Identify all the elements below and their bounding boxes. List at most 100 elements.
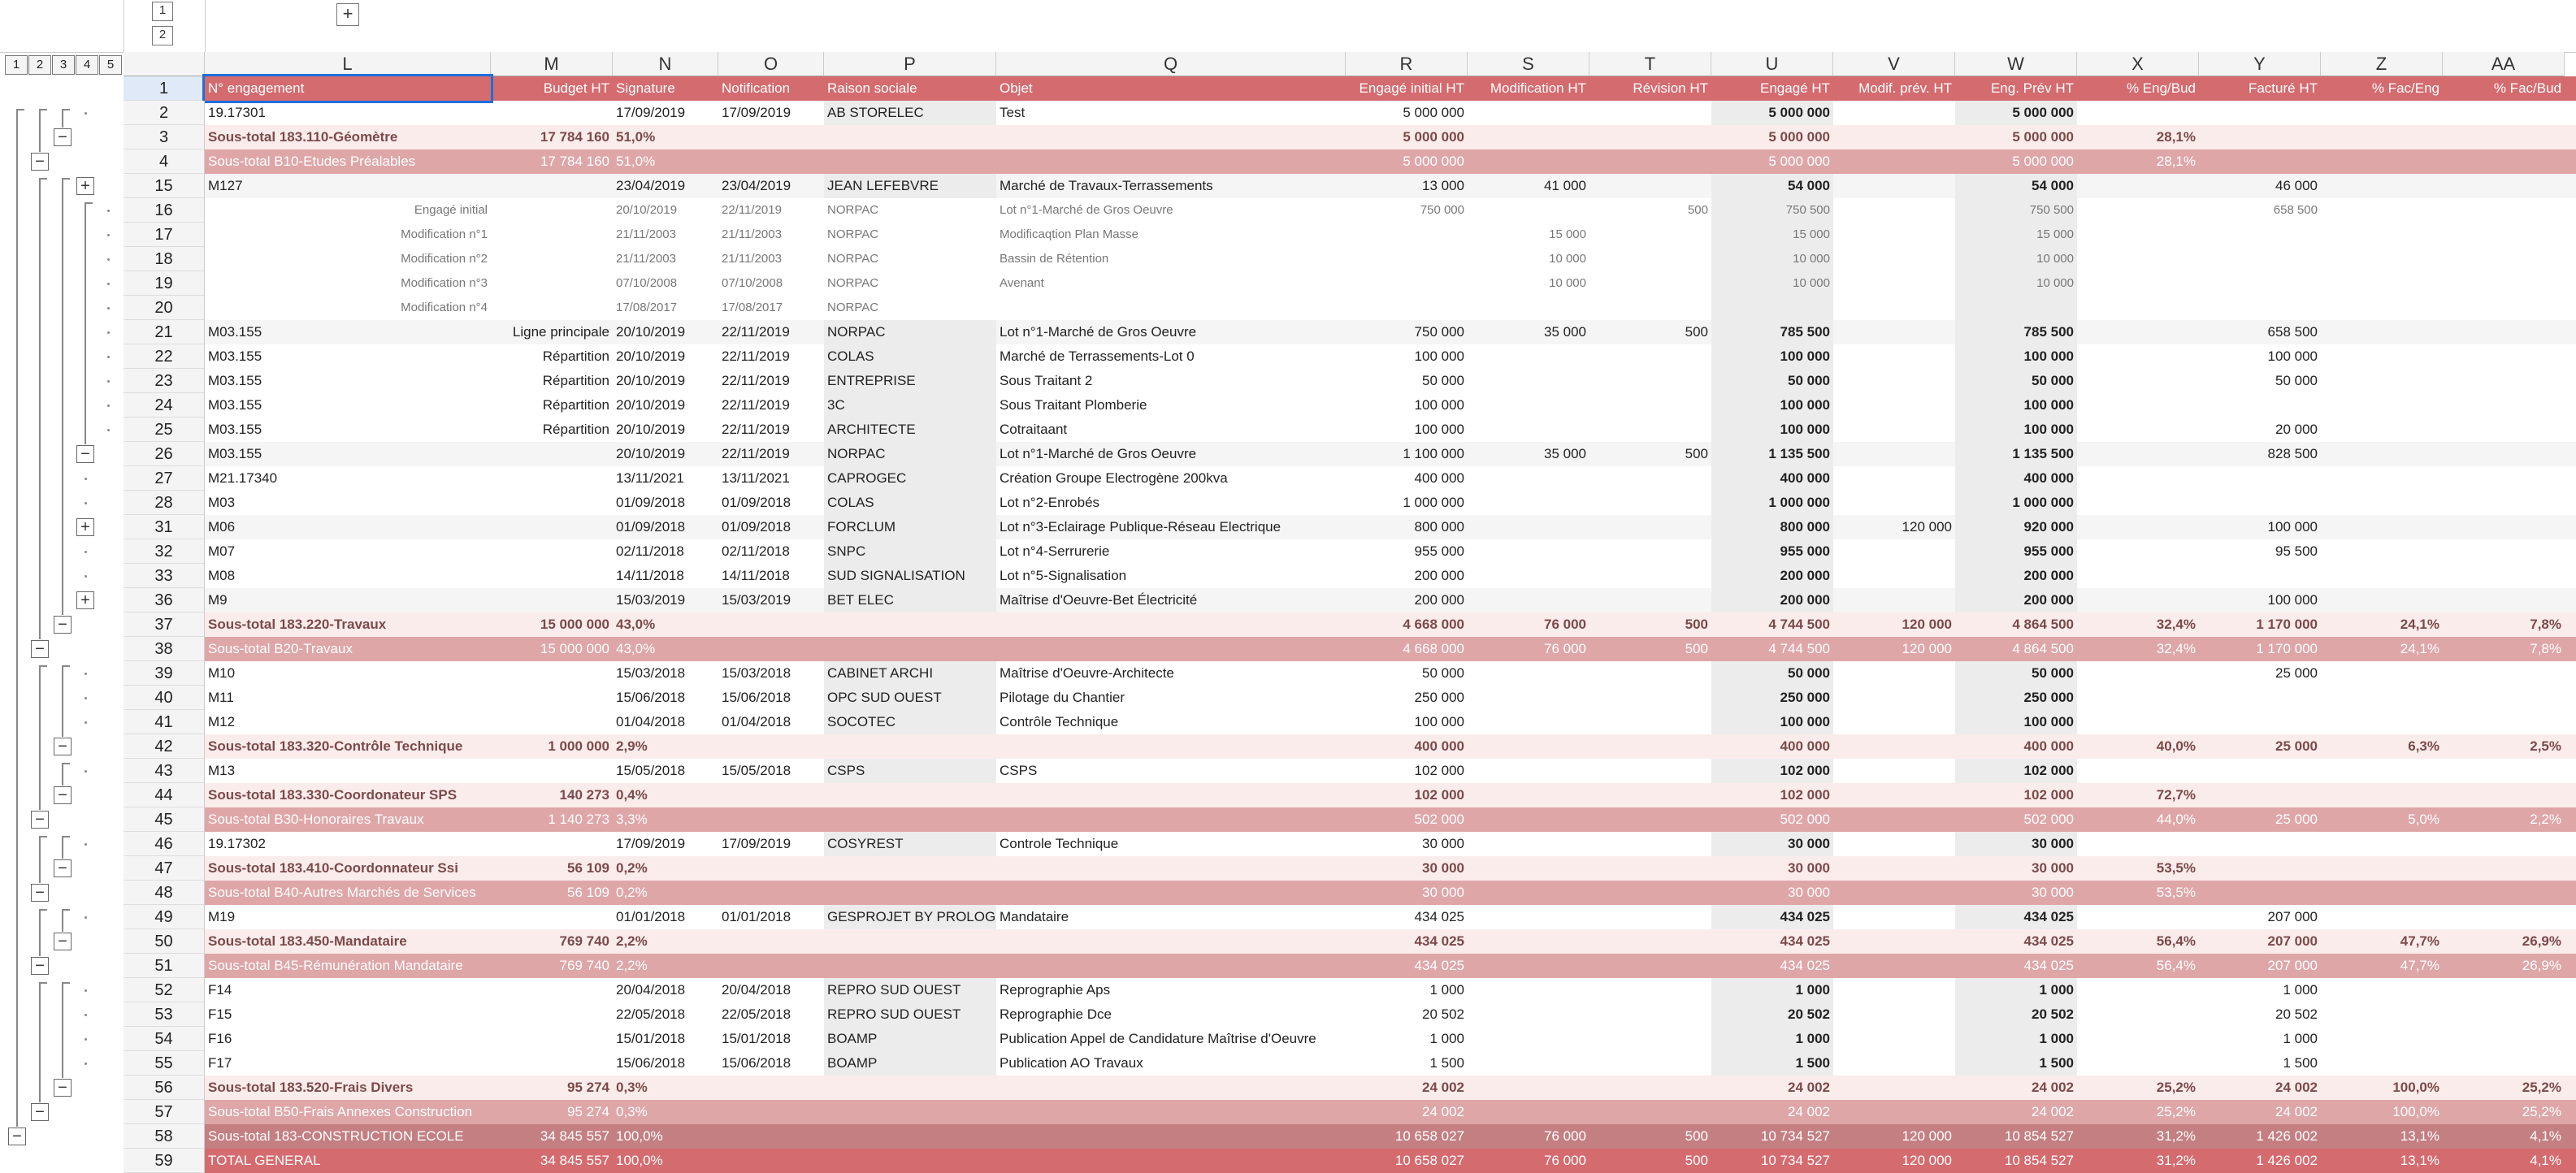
column-header-V[interactable]: V [1833, 52, 1955, 76]
cell-N[interactable]: 43,0% [616, 617, 656, 632]
cell-L[interactable]: M10 [208, 665, 236, 681]
cell-M[interactable] [491, 978, 613, 1002]
cell-U[interactable]: 434 025 [1711, 905, 1833, 929]
cell-P[interactable] [824, 929, 996, 954]
cell-T[interactable] [1589, 832, 1711, 856]
cell-R[interactable]: 20 502 [1422, 1006, 1464, 1022]
cell-Q[interactable] [996, 783, 1346, 807]
cell-O[interactable] [718, 1076, 824, 1100]
cell-Y[interactable] [2199, 856, 2321, 881]
cell-Q[interactable] [996, 637, 1346, 661]
cell-U[interactable]: 4 744 500 [1768, 641, 1830, 656]
cell-T[interactable] [1589, 1076, 1711, 1100]
cell-L[interactable]: Sous-total 183-CONSTRUCTION ECOLE [208, 1128, 464, 1144]
cell-T[interactable] [1589, 661, 1711, 686]
column-header-AA[interactable]: AA [2443, 52, 2565, 76]
cell-Z[interactable]: 13,1% [2400, 1128, 2439, 1144]
cell-O[interactable]: 17/09/2019 [722, 105, 791, 120]
cell-L[interactable]: M19 [208, 909, 236, 924]
cell-Z[interactable]: 100,0% [2392, 1104, 2439, 1119]
cell-N[interactable]: 14/11/2018 [616, 568, 684, 583]
cell-AA[interactable] [2443, 174, 2565, 198]
cell-N[interactable]: 20/10/2019 [616, 446, 686, 461]
row-number[interactable]: 23 [124, 369, 205, 393]
cell-V[interactable]: 120 000 [1902, 641, 1952, 656]
cell-S[interactable] [1468, 369, 1589, 393]
row-number[interactable]: 49 [124, 905, 205, 929]
cell-Z[interactable] [2321, 710, 2443, 734]
cell-O[interactable] [718, 637, 824, 661]
cell-R[interactable]: 800 000 [1414, 519, 1464, 535]
cell-S[interactable] [1468, 344, 1589, 369]
cell-X[interactable] [2077, 661, 2199, 686]
cell-Q[interactable]: Lot n°1-Marché de Gros Oeuvre [1000, 324, 1197, 340]
cell-X[interactable]: 72,7% [2156, 787, 2196, 803]
cell-Q[interactable]: Lot n°1-Marché de Gros Oeuvre [1000, 446, 1197, 461]
cell-Y[interactable] [2199, 783, 2321, 807]
cell-U[interactable]: 30 000 [1788, 885, 1830, 900]
cell-Q[interactable] [996, 296, 1346, 320]
cell-R[interactable]: 100 000 [1414, 714, 1464, 729]
cell-N[interactable]: 100,0% [616, 1128, 663, 1144]
row-number[interactable]: 57 [124, 1100, 205, 1124]
row-number[interactable]: 16 [124, 198, 205, 223]
cell-L[interactable]: Sous-total B30-Honoraires Travaux [208, 812, 424, 827]
cell-U[interactable]: 30 000 [1711, 832, 1833, 856]
cell-N[interactable]: 17/09/2019 [616, 836, 686, 851]
cell-N[interactable]: 15/06/2018 [616, 690, 686, 705]
cell-W[interactable]: 100 000 [1955, 393, 2077, 418]
cell-O[interactable] [718, 929, 824, 954]
cell-P[interactable]: BOAMP [824, 1051, 996, 1076]
cell-V[interactable] [1833, 296, 1955, 320]
cell-M[interactable]: 1 000 000 [548, 738, 609, 754]
column-header-Q[interactable]: Q [996, 52, 1346, 76]
collapse-group-icon[interactable]: − [54, 1079, 72, 1097]
cell-P[interactable] [824, 783, 996, 807]
cell-Y[interactable]: 50 000 [2275, 373, 2318, 388]
cell-N[interactable]: 100,0% [616, 1153, 663, 1168]
cell-Z[interactable] [2321, 101, 2443, 125]
cell-R[interactable]: 10 658 027 [1394, 1128, 1464, 1144]
cell-AA[interactable]: 7,8% [2530, 641, 2561, 656]
cell-M[interactable]: 17 784 160 [540, 154, 609, 169]
cell-V[interactable] [1833, 442, 1955, 466]
cell-X[interactable] [2077, 1051, 2199, 1076]
cell-V[interactable] [1833, 954, 1955, 978]
cell-P[interactable]: JEAN LEFEBVRE [824, 174, 996, 198]
cell-O[interactable] [718, 734, 824, 759]
cell-V[interactable] [1833, 1027, 1955, 1051]
cell-AA[interactable] [2443, 296, 2565, 320]
cell-M[interactable]: 95 274 [567, 1104, 609, 1119]
cell-AA[interactable] [2443, 905, 2565, 929]
cell-N[interactable]: 0,4% [616, 787, 648, 803]
cell-L[interactable]: M03.155 [208, 446, 262, 461]
cell-U[interactable]: 400 000 [1780, 738, 1830, 754]
cell-O[interactable]: 15/03/2018 [722, 665, 791, 681]
cell-Y[interactable]: 1 170 000 [2256, 641, 2318, 656]
cell-N[interactable]: 3,3% [616, 812, 648, 827]
cell-V[interactable] [1833, 832, 1955, 856]
cell-W[interactable]: 4 864 500 [2012, 617, 2074, 632]
cell-V[interactable] [1833, 198, 1955, 223]
cell-L[interactable]: Sous-total 183.520-Frais Divers [208, 1080, 414, 1095]
cell-V[interactable] [1833, 101, 1955, 125]
cell-M[interactable]: 15 000 000 [540, 617, 609, 632]
cell-T[interactable] [1589, 296, 1711, 320]
cell-L[interactable]: Sous-total 183.320-Contrôle Technique [208, 738, 463, 754]
cell-Y[interactable]: 46 000 [2275, 178, 2318, 193]
cell-M[interactable]: Répartition [542, 348, 609, 364]
cell-Z[interactable]: 5,0% [2408, 812, 2439, 827]
cell-Z[interactable]: 100,0% [2392, 1080, 2439, 1095]
cell-W[interactable]: 100 000 [1955, 344, 2077, 369]
cell-N[interactable]: 17/09/2019 [616, 105, 686, 120]
cell-M[interactable] [491, 588, 613, 612]
cell-P[interactable] [824, 1124, 996, 1149]
column-header-W[interactable]: W [1955, 52, 2077, 76]
cell-S[interactable] [1468, 881, 1589, 905]
cell-M[interactable] [491, 661, 613, 686]
cell-M[interactable]: 769 740 [559, 958, 609, 973]
cell-R[interactable]: 1 000 000 [1403, 495, 1464, 510]
row-number[interactable]: 21 [124, 320, 205, 344]
cell-U[interactable]: 1 000 [1711, 978, 1833, 1002]
cell-S[interactable]: 76 000 [1544, 1128, 1586, 1144]
